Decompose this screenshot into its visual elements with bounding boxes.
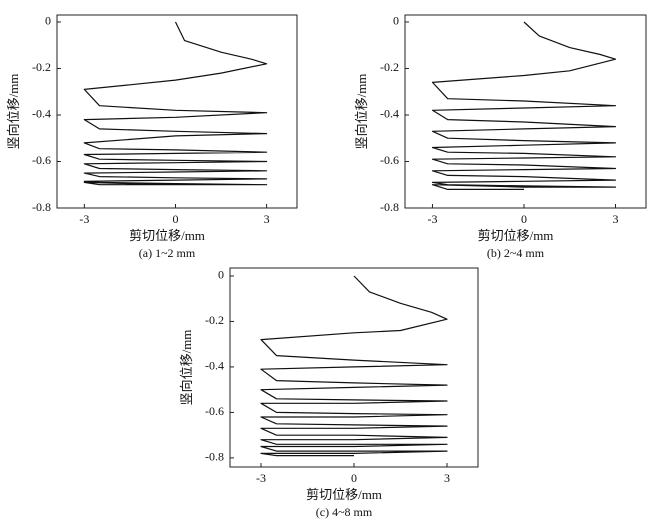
caption: (c) 4~8 mm [316,505,373,519]
y-axis-label: 竖向位移/mm [6,74,21,150]
data-line [431,21,617,190]
y-tick-label: -0.4 [380,107,399,121]
plot-frame [56,14,298,209]
x-tick-label: 0 [521,212,527,226]
data-line [83,21,268,186]
x-tick-label: -3 [79,212,89,226]
plot-frame [404,14,647,209]
x-tick-label: -3 [427,212,437,226]
caption: (a) 1~2 mm [139,246,196,260]
y-tick-label: -0.4 [205,359,224,373]
y-tick-label: 0 [218,268,224,282]
x-axis-label: 剪切位移/mm [306,487,382,502]
y-tick-label: -0.2 [380,60,399,74]
y-tick-label: -0.2 [205,313,224,327]
y-tick-label: -0.8 [32,200,51,214]
y-axis-label: 竖向位移/mm [354,74,369,150]
y-axis-label: 竖向位移/mm [179,330,194,406]
x-axis-label: 剪切位移/mm [478,228,554,243]
x-axis-label: 剪切位移/mm [129,228,205,243]
y-tick-label: -0.6 [32,153,51,167]
caption: (b) 2~4 mm [487,246,545,260]
data-line [260,275,448,457]
y-tick-label: 0 [393,14,399,28]
y-tick-label: -0.6 [380,153,399,167]
x-tick-label: -3 [256,471,266,485]
y-tick-label: -0.8 [205,450,224,464]
y-tick-label: -0.2 [32,60,51,74]
y-tick-label: 0 [45,14,51,28]
y-tick-label: -0.4 [32,107,51,121]
x-tick-label: 3 [264,212,270,226]
x-tick-label: 0 [351,471,357,485]
x-tick-label: 3 [612,212,618,226]
y-tick-label: -0.8 [380,200,399,214]
x-tick-label: 0 [172,212,178,226]
y-tick-label: -0.6 [205,404,224,418]
x-tick-label: 3 [444,471,450,485]
